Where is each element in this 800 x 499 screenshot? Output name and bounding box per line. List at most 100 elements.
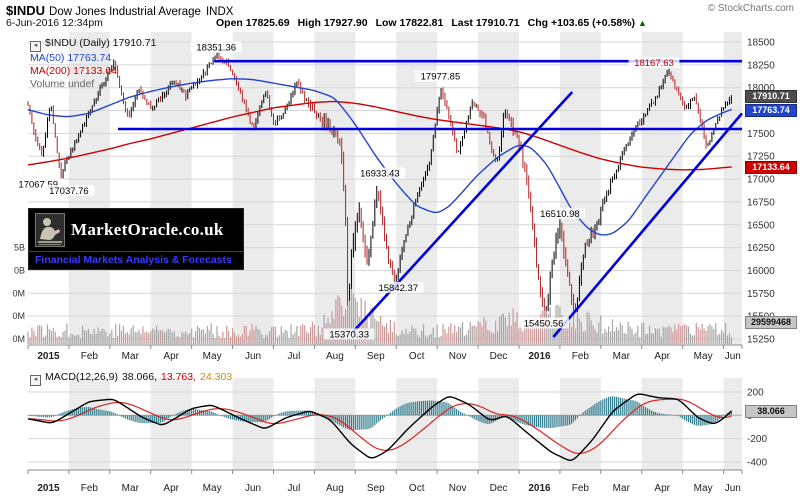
svg-text:Oct: Oct [409, 351, 425, 362]
svg-text:Jul: Jul [288, 483, 301, 494]
price-annotations: 18351.36 17977.85 16933.43 16510.98 15842.37… [12, 41, 680, 340]
svg-text:Sep: Sep [367, 351, 385, 362]
svg-text:0M: 0M [12, 311, 25, 321]
svg-text:17067.59: 17067.59 [18, 180, 58, 191]
logo-subtitle: Financial Markets Analysis & Forecasts [29, 251, 243, 269]
low-label: Low [375, 17, 397, 29]
svg-text:Apr: Apr [654, 483, 670, 494]
macd-panel: 2000-200-400 [27, 387, 767, 468]
svg-text:Aug: Aug [326, 351, 344, 362]
svg-text:15250: 15250 [747, 335, 775, 346]
svg-text:18351.36: 18351.36 [196, 42, 236, 53]
marketoracle-scribe-icon [35, 213, 65, 247]
index-name: Dow Jones Industrial Average [49, 6, 201, 18]
svg-text:5B: 5B [14, 243, 25, 253]
high-value: 17927.90 [323, 17, 368, 29]
svg-text:18500: 18500 [747, 38, 775, 49]
svg-text:Apr: Apr [163, 351, 179, 362]
up-arrow-icon: ▲ [637, 18, 647, 28]
svg-text:Apr: Apr [654, 351, 670, 362]
svg-text:Dec: Dec [490, 351, 508, 362]
exchange: INDX [205, 6, 234, 18]
open-label: Open [216, 17, 243, 29]
macd-value: 38.066, [121, 371, 157, 383]
svg-text:Jun: Jun [245, 351, 261, 362]
svg-text:15370.33: 15370.33 [329, 329, 369, 340]
candles [27, 52, 732, 323]
high-label: High [297, 17, 321, 29]
svg-text:Nov: Nov [449, 483, 467, 494]
logo-top: MarketOracle.co.uk [29, 209, 243, 251]
svg-text:15450.56: 15450.56 [524, 318, 564, 329]
svg-text:17977.85: 17977.85 [421, 72, 461, 83]
svg-text:Sep: Sep [367, 483, 385, 494]
svg-text:Jun: Jun [245, 483, 261, 494]
svg-text:16250: 16250 [747, 243, 775, 254]
legend-ma200: MA(200) 17133.64 [30, 65, 117, 77]
macd-legend: ◂ MACD(12,26,9) 38.066, 13.763, 24.303 [30, 371, 232, 386]
svg-text:Feb: Feb [572, 351, 590, 362]
svg-text:Nov: Nov [449, 351, 467, 362]
svg-text:Mar: Mar [122, 351, 140, 362]
svg-text:2016: 2016 [528, 483, 551, 494]
x-axis: 2015 2015 Feb Feb Mar Mar Apr Apr May May Jun Jun Ju… [27, 344, 743, 494]
last-value: 17910.71 [475, 17, 520, 29]
svg-text:16750: 16750 [747, 197, 775, 208]
open-value: 17825.69 [245, 17, 290, 29]
chg-value: +103.65 (+0.58%) [550, 17, 636, 29]
last-price-box: 17910.71 [745, 90, 797, 103]
svg-text:May: May [203, 483, 222, 494]
svg-text:200: 200 [747, 387, 764, 398]
ma-lines [27, 78, 733, 236]
quote-row: 6-Jun-2016 12:34pm Open 17825.69 High 1792… [6, 17, 655, 29]
quote-low: Low 17822.81 [376, 17, 444, 29]
svg-text:18000: 18000 [747, 83, 775, 94]
quote-chg: Chg +103.65 (+0.58%) ▲ [528, 17, 647, 29]
svg-text:2015: 2015 [37, 351, 60, 362]
low-value: 17822.81 [399, 17, 444, 29]
svg-text:Jun: Jun [725, 351, 741, 362]
svg-text:Feb: Feb [572, 483, 590, 494]
ma50-value-box: 17763.74 [745, 104, 797, 117]
legend-ma50: MA(50) 17763.74 [30, 52, 112, 64]
svg-text:15842.37: 15842.37 [378, 283, 418, 294]
collapse-macd-icon[interactable]: ◂ [30, 375, 41, 386]
macd-name: MACD(12,26,9) [45, 371, 118, 383]
svg-text:18250: 18250 [747, 60, 775, 71]
svg-text:0B: 0B [14, 265, 25, 275]
svg-text:Feb: Feb [81, 351, 99, 362]
legend-symbol: $INDU (Daily) 17910.71 [45, 37, 157, 49]
last-label: Last [451, 17, 473, 29]
title-row: $INDU Dow Jones Industrial Average INDX [6, 2, 233, 20]
copyright: © StockCharts.com [707, 3, 794, 14]
macd-value-box: 38.066 [745, 405, 797, 418]
svg-text:2016: 2016 [528, 351, 551, 362]
svg-text:17500: 17500 [747, 129, 775, 140]
svg-text:18167.63: 18167.63 [634, 58, 674, 69]
ma200-value-box: 17133.64 [745, 161, 797, 174]
svg-text:2015: 2015 [37, 483, 60, 494]
svg-text:Dec: Dec [490, 483, 508, 494]
svg-text:Mar: Mar [613, 351, 631, 362]
quote-open: Open 17825.69 [216, 17, 290, 29]
marketoracle-logo: MarketOracle.co.uk Financial Markets Ana… [28, 208, 244, 270]
datetime: 6-Jun-2016 12:34pm [6, 17, 103, 29]
quote-last: Last 17910.71 [451, 17, 519, 29]
logo-title: MarketOracle.co.uk [71, 220, 224, 239]
chart-canvas: 1850018250180001775017500172501700016750… [12, 32, 775, 494]
svg-text:17250: 17250 [747, 152, 775, 163]
svg-text:Mar: Mar [122, 483, 140, 494]
price-legend: ◂ $INDU (Daily) 17910.71 MA(50) 17763.74 … [30, 37, 156, 91]
svg-text:-400: -400 [747, 457, 767, 468]
svg-text:Aug: Aug [326, 483, 344, 494]
svg-text:Feb: Feb [81, 483, 99, 494]
volume-value-box: 29599468 [745, 316, 797, 329]
svg-text:0M: 0M [12, 288, 25, 298]
svg-text:Mar: Mar [613, 483, 631, 494]
svg-text:Apr: Apr [163, 483, 179, 494]
svg-text:May: May [203, 351, 222, 362]
svg-text:16510.98: 16510.98 [540, 209, 580, 220]
legend-symbol-row: ◂ $INDU (Daily) 17910.71 [30, 37, 156, 52]
collapse-panel-icon[interactable]: ◂ [30, 41, 41, 52]
